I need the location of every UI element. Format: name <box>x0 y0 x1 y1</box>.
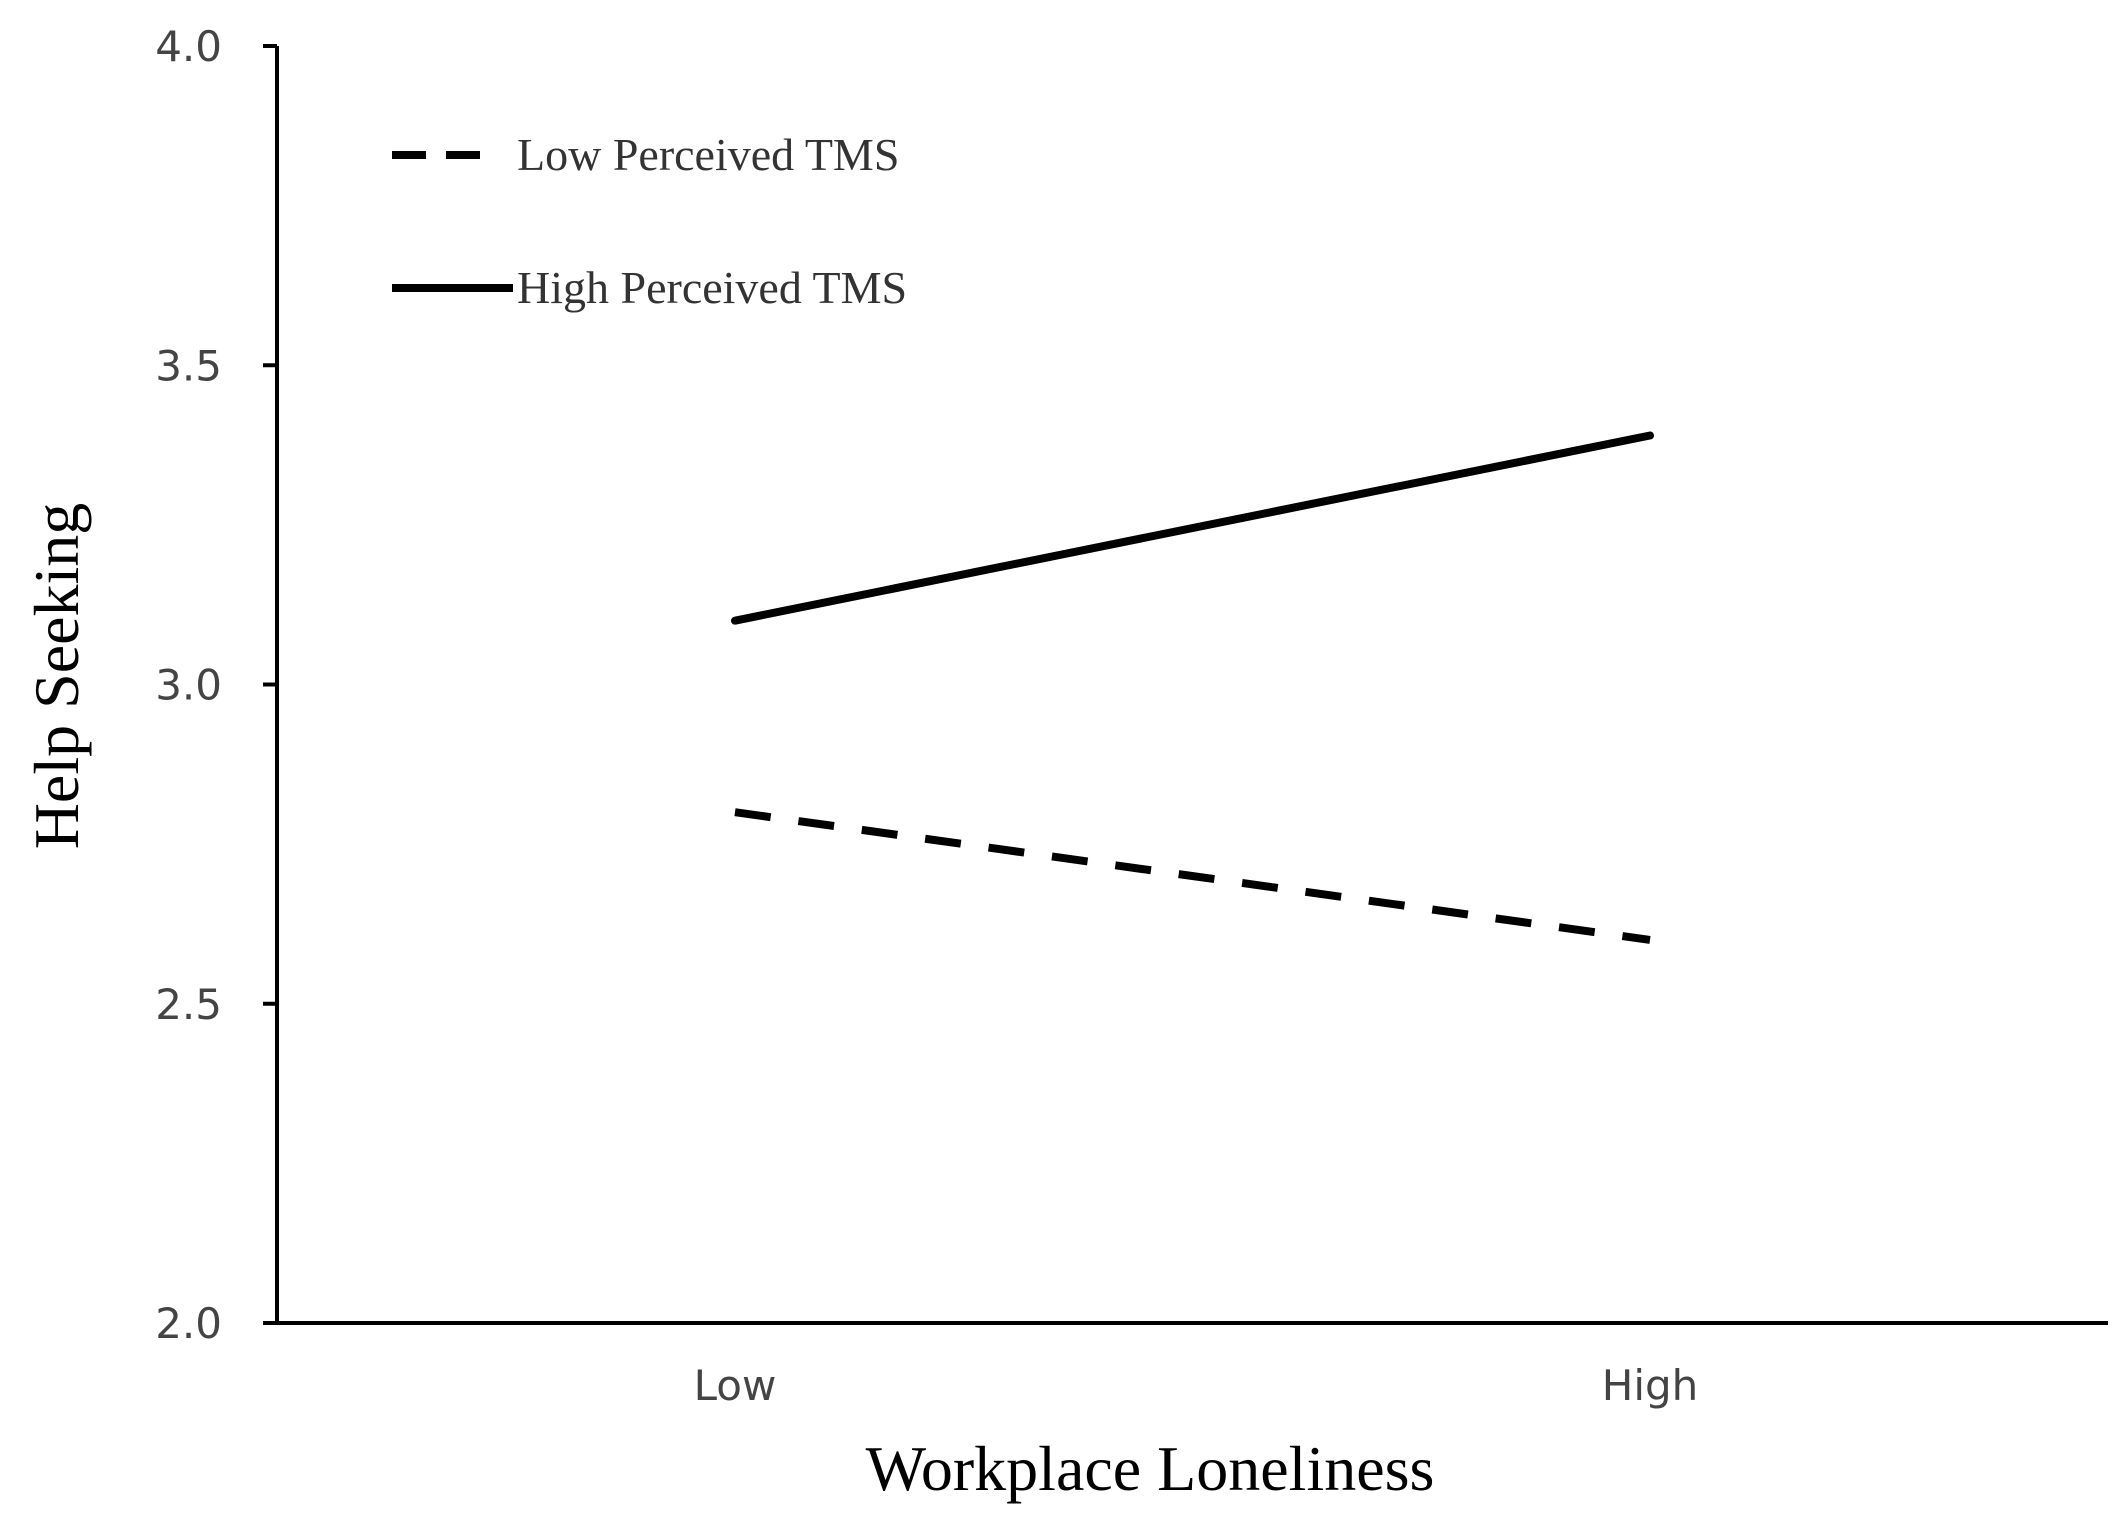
y-tick-label: 4.0 <box>155 22 222 71</box>
y-tick-label: 2.5 <box>155 980 222 1029</box>
x-tick-label-high: High <box>1602 1361 1699 1410</box>
x-axis-title: Workplace Loneliness <box>866 1433 1435 1504</box>
y-tick-label: 2.0 <box>155 1299 222 1348</box>
series-line-low-tms <box>734 808 1651 944</box>
legend-label-low-tms: Low Perceived TMS <box>517 129 899 180</box>
y-tick-label: 3.5 <box>155 341 222 390</box>
legend-label-high-tms: High Perceived TMS <box>517 262 907 313</box>
legend: Low Perceived TMS High Perceived TMS <box>392 129 907 313</box>
series-lines <box>731 431 1654 944</box>
y-ticks: 2.0 2.5 3.0 3.5 4.0 <box>155 22 277 1348</box>
y-tick-label: 3.0 <box>155 661 222 710</box>
x-tick-label-low: Low <box>694 1361 777 1410</box>
series-line-high-tms <box>731 431 1654 625</box>
y-axis-title: Help Seeking <box>21 503 92 850</box>
